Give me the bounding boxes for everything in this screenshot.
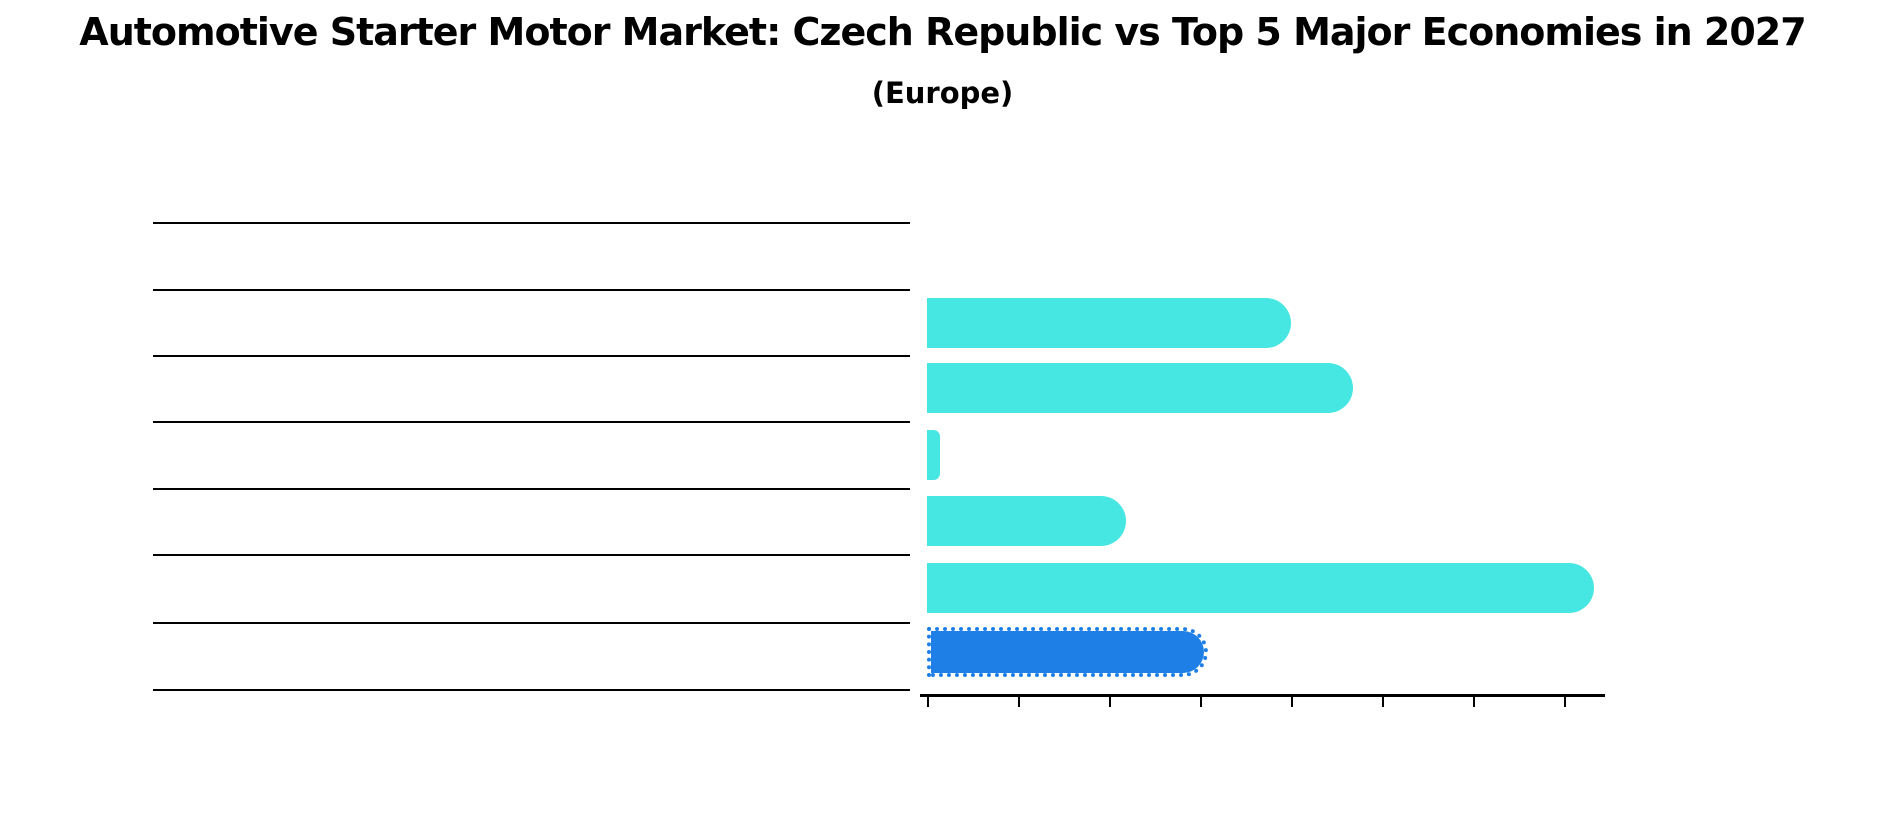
x-axis-tick [1291,696,1293,707]
x-axis-tick [1382,696,1384,707]
bar [927,496,1126,546]
table-line [153,622,910,624]
table-line [153,554,910,556]
x-axis-tick [1473,696,1475,707]
bar [927,430,941,480]
table-line [153,355,910,357]
x-axis-tick [1109,696,1111,707]
x-axis-line [920,694,1605,697]
bar [927,563,1595,613]
bar [927,363,1354,413]
chart-subtitle: (Europe) [871,76,1014,110]
x-axis-tick [1200,696,1202,707]
table-line [153,289,910,291]
x-axis-tick [1018,696,1020,707]
bar [927,298,1291,348]
table-line [153,689,910,691]
x-axis-tick [927,696,929,707]
chart-title: Automotive Starter Motor Market: Czech R… [79,10,1806,54]
table-line [153,222,910,224]
table-line [153,488,910,490]
bar-highlighted [927,627,1208,677]
table-line [153,421,910,423]
x-axis-tick [1564,696,1566,707]
